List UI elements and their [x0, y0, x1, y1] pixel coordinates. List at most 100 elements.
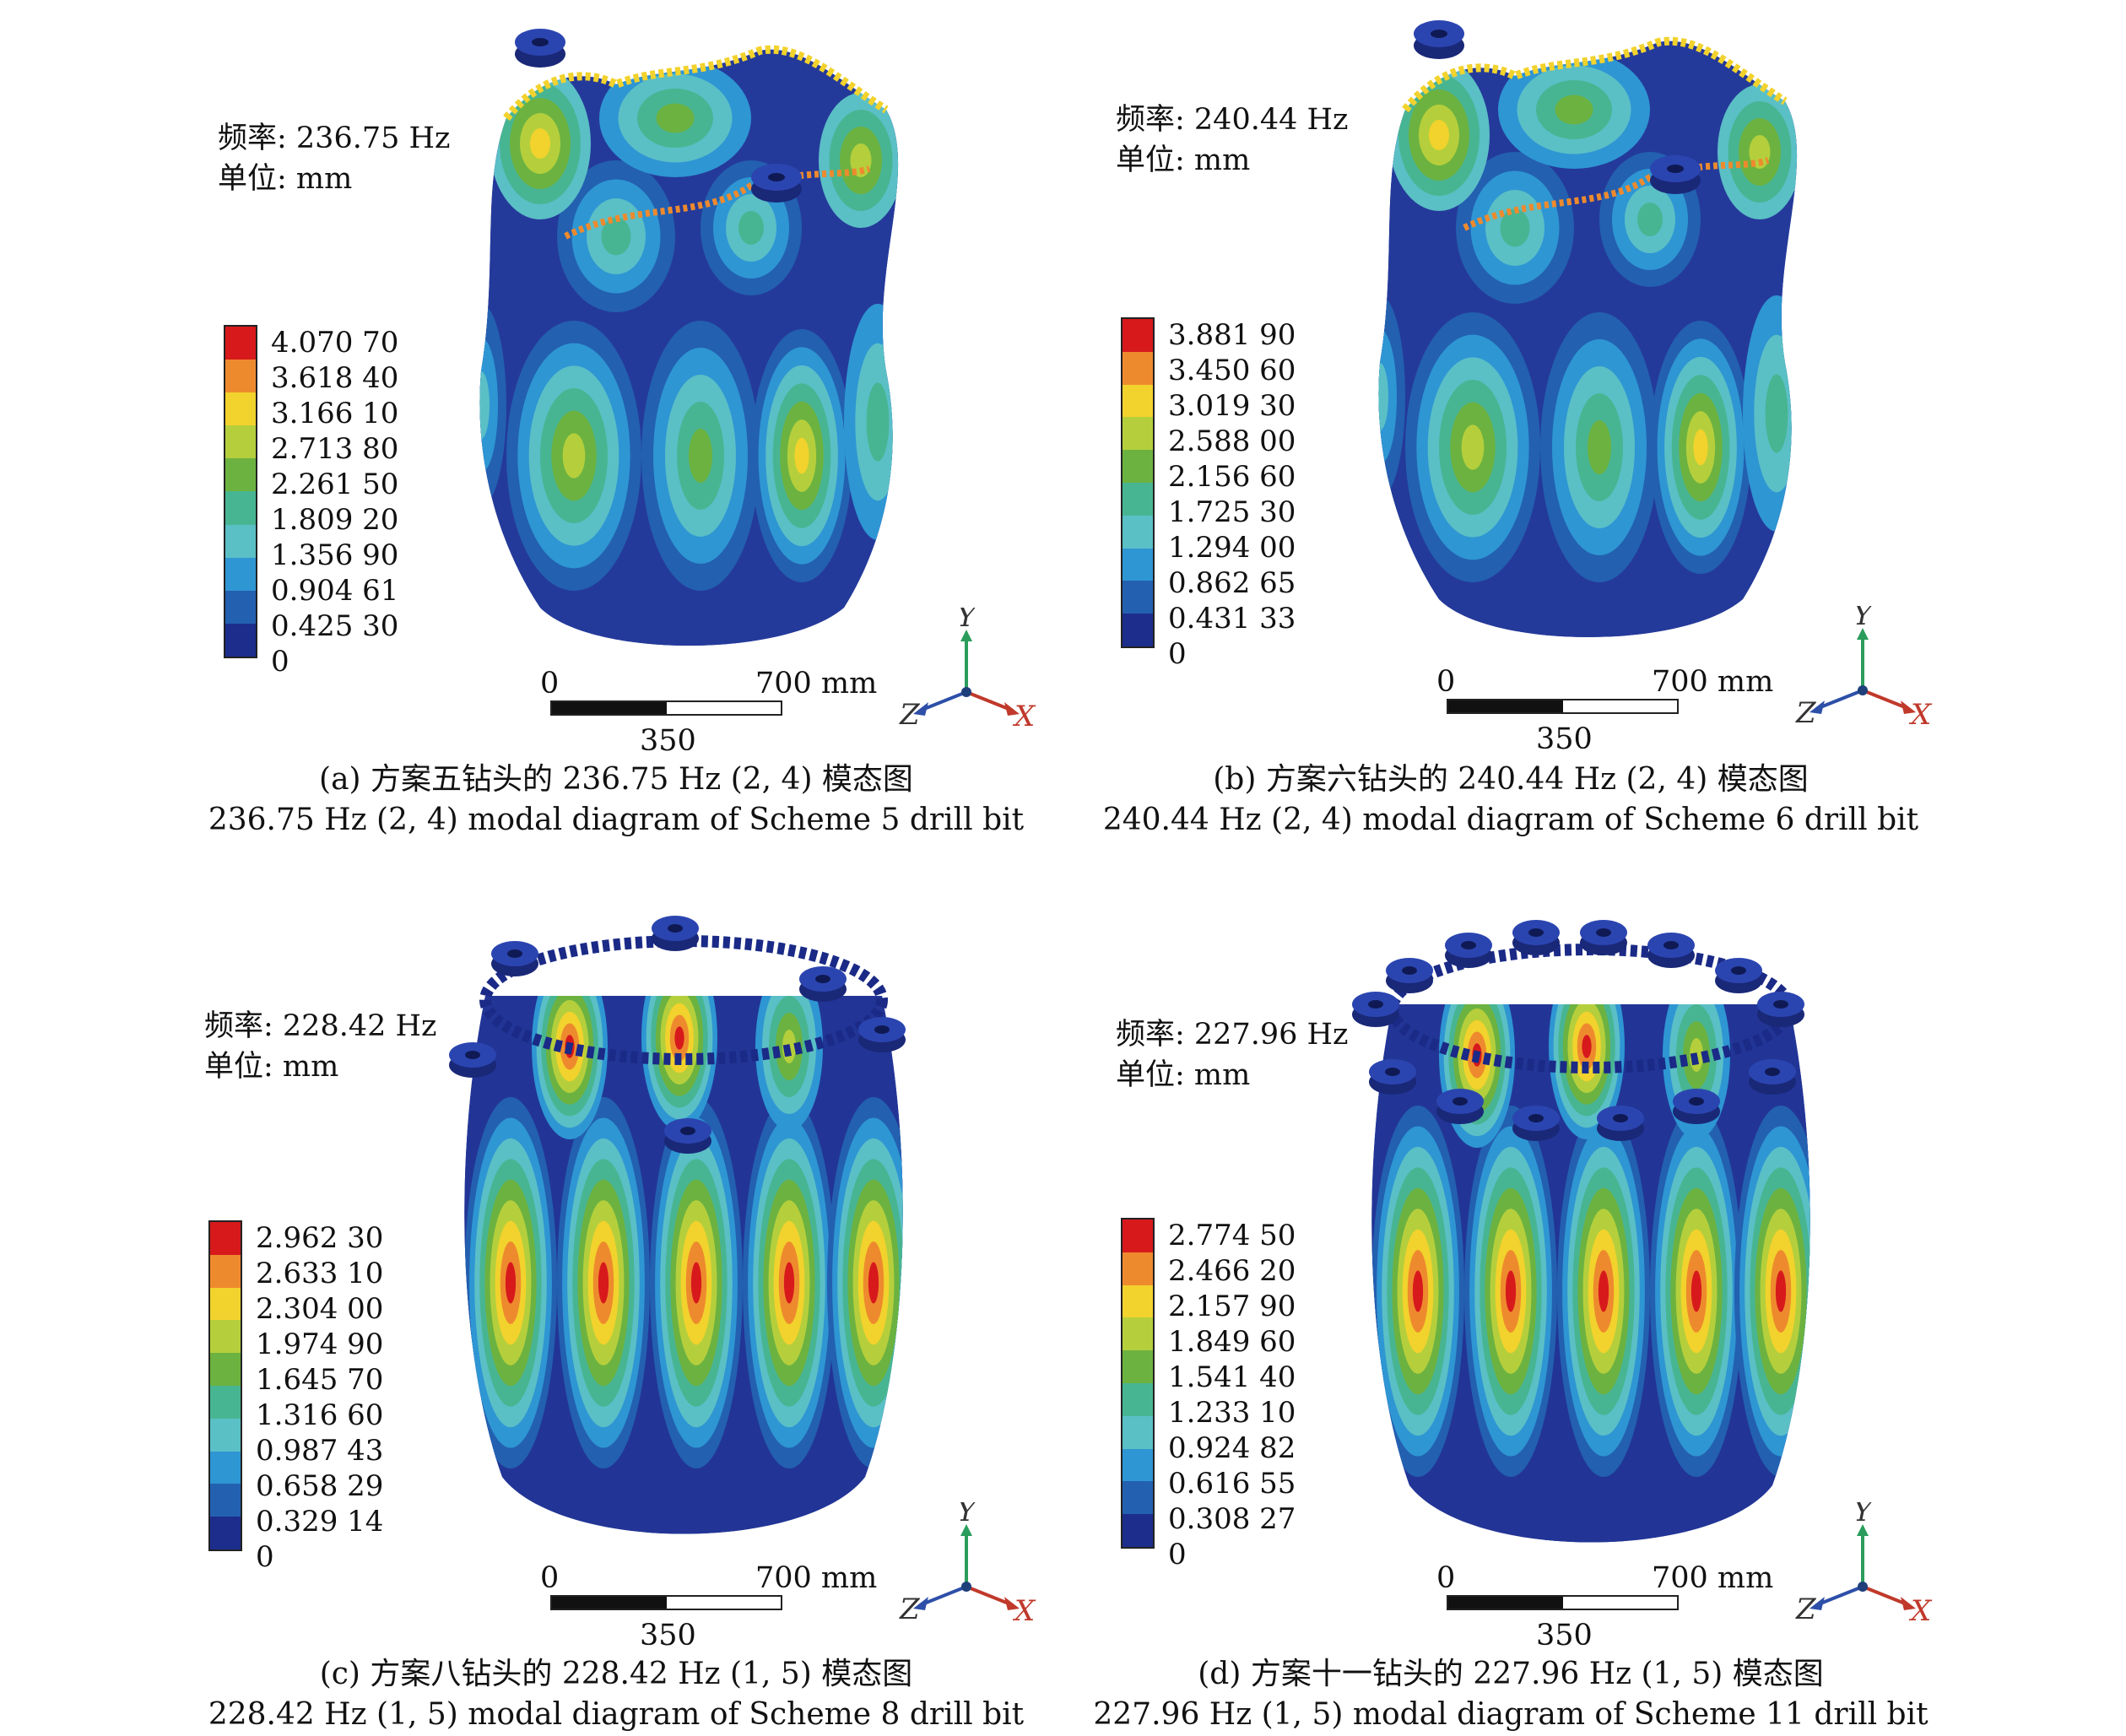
scale-ruler [1447, 699, 1679, 714]
frequency-label: 频率: 228.42 Hz [204, 1009, 437, 1043]
unit-label: 单位: mm [204, 1050, 339, 1084]
legend-value: 0.862 65 [1168, 566, 1296, 600]
legend-value: 1.725 30 [1168, 495, 1296, 529]
figure-caption: (b) 方案六钻头的 240.44 Hz (2, 4) 模态图 240.44 H… [895, 760, 2126, 841]
axis-triad-icon: Y Z X [1795, 606, 1933, 732]
legend-value: 1.645 70 [256, 1363, 384, 1397]
scale-end: 700 mm [1652, 665, 1774, 699]
frequency-info: 频率: 236.75 Hz 单位: mm [218, 118, 450, 199]
unit-label: 单位: mm [1116, 1058, 1251, 1092]
drill-bit-mode-shape-c [449, 916, 906, 1534]
axis-x-label: X [1012, 1594, 1036, 1628]
legend-value: 0.425 30 [271, 609, 399, 643]
caption-cn: (d) 方案十一钻头的 227.96 Hz (1, 5) 模态图 [1198, 1657, 1824, 1691]
axis-y-label: Y [1853, 1502, 1875, 1528]
caption-en: 228.42 Hz (1, 5) modal diagram of Scheme… [208, 1697, 1025, 1732]
color-bar [1121, 1218, 1155, 1549]
legend-value: 0.987 43 [256, 1434, 384, 1468]
frequency-info: 频率: 240.44 Hz 单位: mm [1116, 100, 1348, 181]
legend-value: 2.304 00 [256, 1292, 384, 1326]
axis-x-label: X [1908, 1594, 1933, 1628]
color-bar [1121, 317, 1155, 648]
legend-value: 0.308 27 [1168, 1502, 1296, 1536]
unit-label: 单位: mm [1116, 143, 1251, 177]
axis-x-label: X [1908, 698, 1933, 732]
legend-value: 1.233 10 [1168, 1396, 1296, 1430]
unit-label: 单位: mm [218, 162, 353, 196]
legend-value: 0 [1168, 637, 1187, 671]
color-bar [208, 1220, 242, 1551]
axis-triad-icon: Y Z X [899, 608, 1036, 733]
scale-end: 700 mm [1652, 1561, 1774, 1595]
legend-value: 0 [271, 645, 289, 679]
axis-z-label: Z [899, 1593, 921, 1626]
legend-value: 1.849 60 [1168, 1325, 1296, 1359]
frequency-label: 频率: 240.44 Hz [1116, 103, 1349, 137]
drill-bit-mode-shape-d [1352, 920, 1810, 1543]
axis-z-label: Z [1795, 696, 1817, 730]
legend-value: 2.633 10 [256, 1257, 384, 1290]
drill-bit-mode-shape-b [1378, 20, 1798, 638]
legend-value: 1.809 20 [271, 503, 399, 537]
legend-value: 4.070 70 [271, 326, 399, 360]
legend-value: 0.924 82 [1168, 1431, 1296, 1465]
caption-en: 236.75 Hz (2, 4) modal diagram of Scheme… [208, 803, 1025, 837]
scale-mid: 350 [640, 1619, 696, 1652]
scale-mid: 350 [1536, 722, 1593, 756]
legend-value: 1.541 40 [1168, 1360, 1296, 1394]
legend-value: 2.156 60 [1168, 460, 1296, 494]
axis-z-label: Z [899, 698, 921, 732]
legend-value: 2.261 50 [271, 468, 399, 501]
scale-ruler [550, 1595, 782, 1610]
axis-y-label: Y [957, 1502, 979, 1528]
legend-value: 3.450 60 [1168, 354, 1296, 387]
figure-caption: (a) 方案五钻头的 236.75 Hz (2, 4) 模态图 236.75 H… [0, 760, 1232, 841]
frequency-label: 频率: 236.75 Hz [218, 122, 451, 155]
legend-value: 2.588 00 [1168, 425, 1296, 458]
axis-y-label: Y [1853, 606, 1875, 632]
legend-value: 2.962 30 [256, 1221, 384, 1255]
axis-x-label: X [1012, 700, 1036, 733]
legend-value: 3.166 10 [271, 397, 399, 430]
caption-en: 227.96 Hz (1, 5) modal diagram of Scheme… [1093, 1697, 1929, 1732]
legend-value: 1.356 90 [271, 538, 399, 572]
scale-start: 0 [1436, 1561, 1456, 1595]
legend-value: 2.466 20 [1168, 1254, 1296, 1288]
legend-value: 1.974 90 [256, 1328, 384, 1361]
caption-cn: (b) 方案六钻头的 240.44 Hz (2, 4) 模态图 [1213, 762, 1809, 797]
color-bar [224, 325, 257, 658]
scale-end: 700 mm [755, 1561, 878, 1595]
legend-value: 1.316 60 [256, 1398, 384, 1432]
axis-y-label: Y [957, 608, 979, 634]
legend-value: 1.294 00 [1168, 531, 1296, 565]
legend-value: 3.618 40 [271, 361, 399, 395]
caption-cn: (a) 方案五钻头的 236.75 Hz (2, 4) 模态图 [319, 762, 913, 797]
caption-cn: (c) 方案八钻头的 228.42 Hz (1, 5) 模态图 [319, 1657, 913, 1691]
drill-bit-mode-shape-a [479, 29, 899, 646]
scale-end: 700 mm [755, 667, 878, 700]
frequency-label: 频率: 227.96 Hz [1116, 1018, 1349, 1052]
legend-value: 0 [256, 1540, 274, 1574]
scale-start: 0 [1436, 665, 1456, 699]
frequency-info: 频率: 228.42 Hz 单位: mm [204, 1006, 436, 1087]
legend-value: 0.329 14 [256, 1505, 384, 1539]
caption-en: 240.44 Hz (2, 4) modal diagram of Scheme… [1102, 803, 1919, 837]
axis-z-label: Z [1795, 1593, 1817, 1626]
legend-value: 2.774 50 [1168, 1219, 1296, 1252]
legend-value: 3.881 90 [1168, 318, 1296, 352]
legend-value: 2.157 90 [1168, 1290, 1296, 1323]
figure-caption: (c) 方案八钻头的 228.42 Hz (1, 5) 模态图 228.42 H… [0, 1654, 1232, 1735]
legend-value: 3.019 30 [1168, 389, 1296, 423]
scale-ruler [1447, 1595, 1679, 1610]
scale-start: 0 [540, 1561, 560, 1595]
figure-caption: (d) 方案十一钻头的 227.96 Hz (1, 5) 模态图 227.96 … [895, 1654, 2126, 1735]
legend-value: 0.904 61 [271, 574, 399, 608]
scale-mid: 350 [1536, 1619, 1593, 1652]
legend-value: 2.713 80 [271, 432, 399, 466]
legend-value: 0.616 55 [1168, 1467, 1296, 1501]
legend-value: 0 [1168, 1538, 1187, 1571]
axis-triad-icon: Y Z X [899, 1502, 1036, 1628]
scale-mid: 350 [640, 724, 696, 758]
scale-ruler [550, 700, 782, 716]
scale-start: 0 [540, 667, 560, 700]
